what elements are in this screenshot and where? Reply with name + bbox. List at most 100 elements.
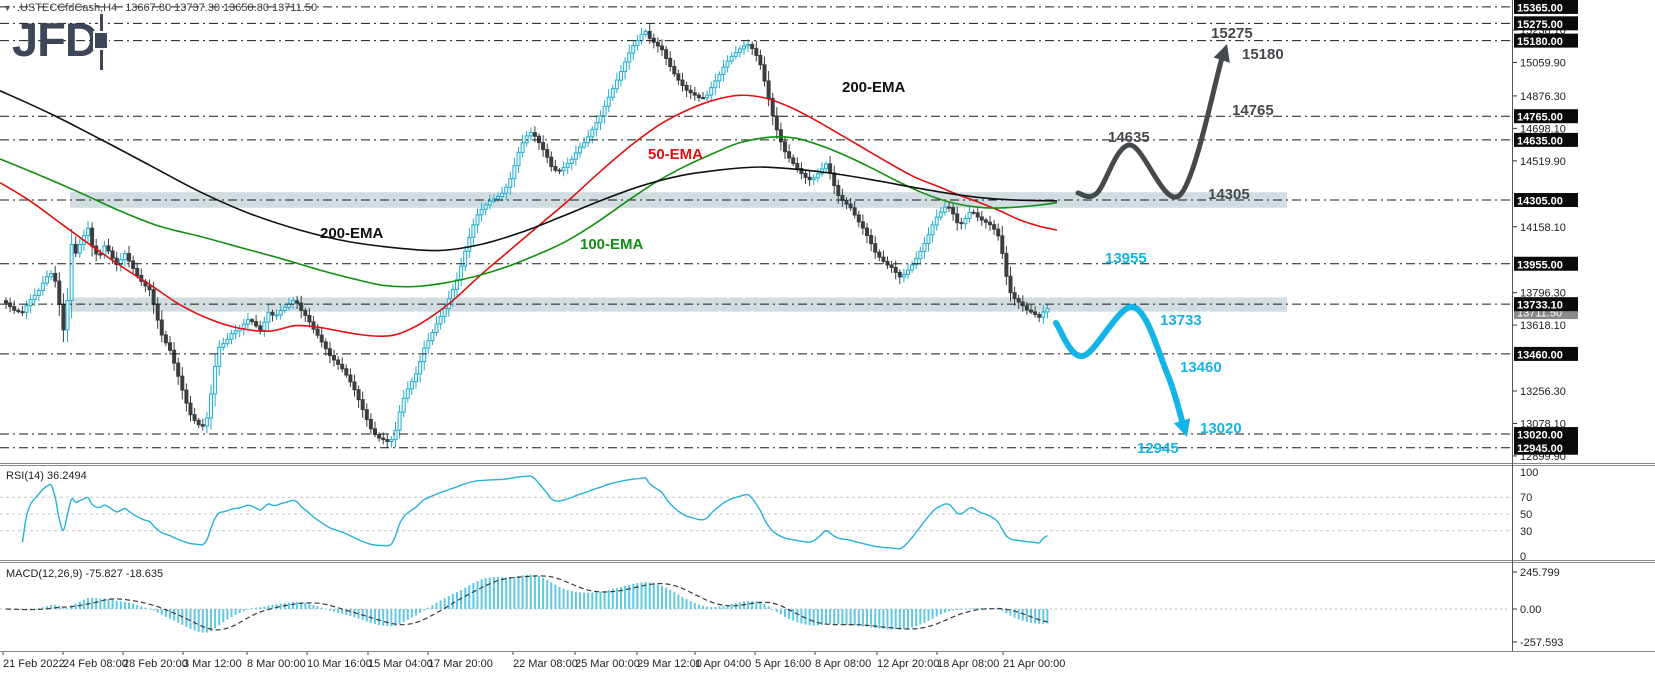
macd-histogram-bar: [927, 609, 930, 621]
candle-body: [1037, 314, 1042, 318]
candle-body: [274, 314, 279, 317]
candle-body: [233, 330, 238, 335]
price-level-badge-label: 14305.00: [1517, 196, 1563, 208]
candle-body: [647, 30, 652, 39]
macd-histogram-bar: [1034, 609, 1037, 624]
candle-body: [36, 290, 41, 296]
macd-histogram-bar: [505, 577, 508, 609]
candle-body: [196, 419, 201, 426]
macd-histogram-bar: [845, 609, 848, 625]
candle-body: [725, 60, 730, 68]
macd-histogram-bar: [771, 609, 774, 610]
macd-histogram-bar: [587, 592, 590, 609]
macd-histogram-bar: [599, 591, 602, 609]
macd-histogram-bar: [767, 606, 770, 609]
candle-body: [217, 346, 222, 367]
candle-body: [487, 200, 492, 206]
macd-histogram-bar: [1046, 609, 1049, 624]
macd-histogram-bar: [656, 584, 659, 609]
candle-body: [299, 302, 304, 311]
ohlc-readout: 13667.80 13737.30 13650.80 13711.50: [125, 2, 318, 14]
price-level-badge-label: 15180.00: [1517, 36, 1563, 48]
macd-histogram-bar: [320, 607, 323, 609]
macd-histogram-bar: [513, 576, 516, 609]
candle-body: [967, 211, 972, 220]
candle-body: [938, 211, 943, 218]
macd-histogram-bar: [251, 608, 253, 609]
price-axis-label: 15059.90: [1520, 57, 1566, 69]
candle-body: [323, 341, 328, 350]
macd-histogram-bar: [554, 584, 557, 609]
candle-body: [69, 243, 74, 301]
price-level-badge-label: 13020.00: [1517, 430, 1563, 442]
candle-body: [824, 163, 828, 170]
candle-body: [184, 389, 189, 404]
candle-body: [434, 323, 439, 334]
price-level-badge: [1514, 346, 1578, 361]
candle-body: [955, 213, 960, 224]
macd-histogram-bar: [718, 606, 721, 609]
macd-histogram-bar: [439, 600, 442, 609]
macd-histogram-bar: [115, 600, 118, 609]
macd-histogram-bar: [779, 609, 782, 615]
price-axis[interactable]: 15238.1015059.9014876.3014698.1014519.90…: [1512, 0, 1578, 463]
price-axis-label: 13256.30: [1520, 386, 1566, 398]
price-level-badge-label: 13733.10: [1517, 300, 1563, 312]
candle-body: [364, 409, 369, 420]
candle-body: [45, 276, 49, 284]
candle-body: [815, 173, 820, 179]
candle-body: [504, 186, 509, 194]
candle-body: [180, 375, 185, 391]
candle-body: [377, 434, 382, 439]
candle-body: [471, 224, 476, 238]
price-axis-label: 13618.10: [1520, 320, 1566, 332]
candle-body: [28, 299, 33, 307]
macd-histogram-bar: [562, 588, 565, 609]
jfd-logo-text: JFD: [12, 13, 99, 66]
candle-body: [500, 192, 505, 197]
macd-histogram-bar: [825, 609, 827, 625]
price-level-badge-label: 15365.00: [1517, 2, 1563, 14]
chart-title-bar: ▼ .USTECCfdCash,H4 13667.80 13737.30 13650…: [3, 2, 317, 14]
macd-histogram-bar: [119, 601, 122, 609]
macd-histogram-bar: [632, 583, 635, 609]
rsi-axis-label: 100: [1520, 467, 1538, 479]
macd-histogram-bar: [583, 592, 586, 609]
candle-body: [467, 236, 472, 252]
candle-body: [729, 55, 734, 62]
candle-body: [291, 300, 295, 305]
macd-histogram-bar: [369, 609, 372, 623]
candle-body: [405, 388, 410, 399]
candle-body: [865, 227, 869, 237]
candle-body: [254, 321, 259, 327]
macd-histogram-bar: [1013, 609, 1016, 618]
candle-body: [16, 309, 21, 313]
candle-body: [975, 212, 980, 218]
candle-body: [270, 311, 275, 316]
macd-histogram-bar: [566, 590, 569, 609]
candle-body: [442, 308, 447, 317]
candle-body: [155, 303, 160, 321]
macd-histogram-bar: [665, 587, 668, 609]
macd-histogram-bar: [525, 574, 528, 609]
candle-body: [795, 163, 800, 169]
macd-histogram-bar: [710, 607, 713, 609]
macd-histogram-bar: [911, 609, 914, 628]
macd-histogram-bar: [533, 574, 536, 609]
candle-body: [676, 73, 681, 81]
macd-histogram-bar: [935, 609, 938, 617]
macd-histogram-bar: [570, 591, 573, 609]
candle-body: [352, 381, 357, 391]
candle-body: [430, 332, 435, 342]
macd-histogram-bar: [603, 590, 606, 609]
macd-histogram-bar: [50, 605, 53, 609]
logo-candle-body-icon: [95, 33, 107, 48]
rsi-panel: 100 70 50 30 0 RSI(14) 36.2494: [0, 467, 1538, 563]
rsi-axis-label: 0: [1520, 551, 1526, 563]
candle-body: [241, 323, 246, 330]
macd-histogram-bar: [41, 607, 44, 609]
macd-histogram-bar: [263, 606, 266, 609]
candle-body: [582, 142, 587, 148]
